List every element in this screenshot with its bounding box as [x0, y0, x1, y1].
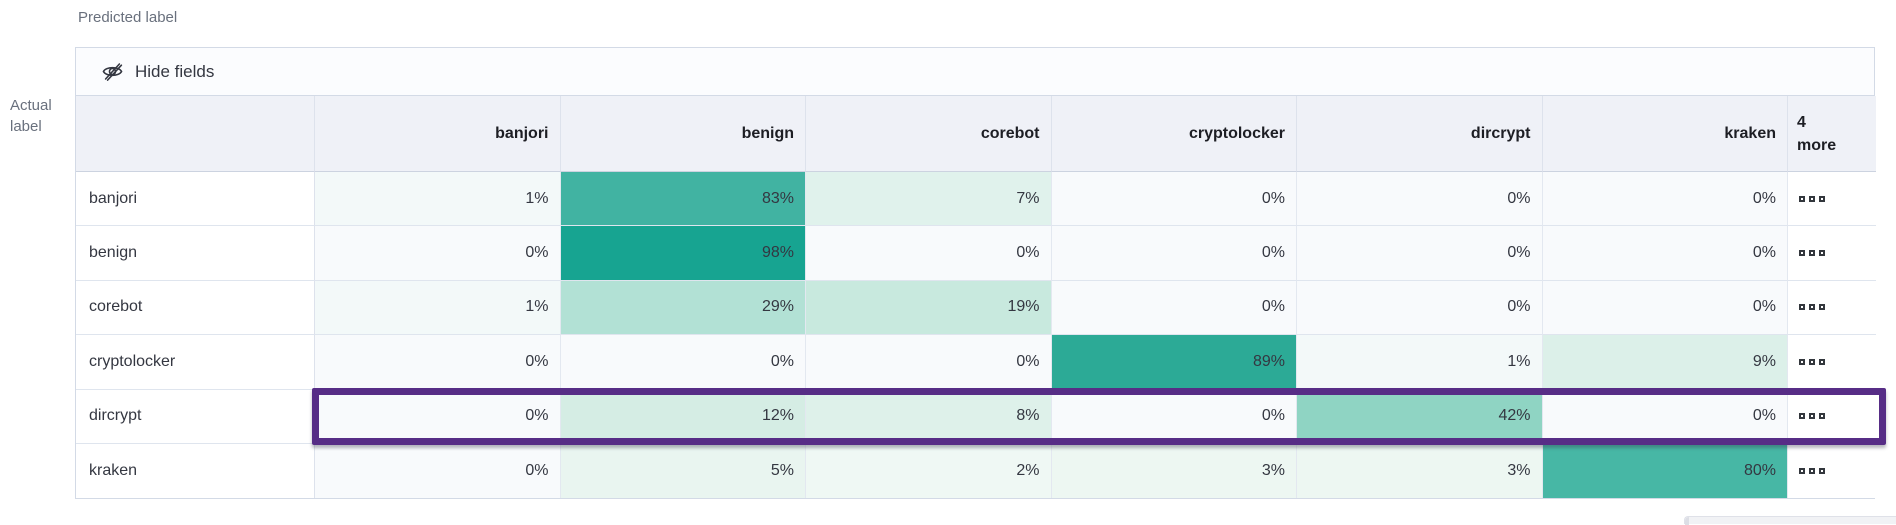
boxes-horizontal-icon	[1799, 413, 1805, 420]
cell-banjori-cryptolocker[interactable]: 0%	[1051, 172, 1297, 227]
matrix-grid: banjori benign corebot cryptolocker dircrypt…	[76, 96, 1876, 499]
cell-corebot-cryptolocker[interactable]: 0%	[1051, 280, 1297, 336]
horizontal-scrollbar[interactable]	[1684, 516, 1896, 525]
cell-corebot-kraken[interactable]: 0%	[1542, 280, 1788, 336]
cell-cryptolocker-dircrypt[interactable]: 1%	[1297, 335, 1543, 390]
more-label: more	[1797, 136, 1837, 154]
cell-benign-banjori[interactable]: 0%	[315, 226, 561, 281]
row-actions-cryptolocker[interactable]	[1788, 335, 1876, 390]
column-header-benign[interactable]: benign	[560, 96, 806, 172]
cell-kraken-banjori[interactable]: 0%	[315, 443, 561, 499]
cell-banjori-banjori[interactable]: 1%	[315, 172, 561, 227]
hide-fields-button[interactable]: Hide fields	[101, 60, 214, 83]
confusion-matrix-panel: Hide fields banjori benign corebot cryptolo…	[75, 47, 1876, 499]
row-actions-dircrypt[interactable]	[1788, 389, 1876, 444]
cell-kraken-kraken[interactable]: 80%	[1542, 443, 1788, 499]
row-actions-banjori[interactable]	[1788, 172, 1876, 227]
row-actions-kraken[interactable]	[1788, 443, 1876, 499]
boxes-horizontal-icon	[1799, 304, 1805, 311]
cell-benign-cryptolocker[interactable]: 0%	[1051, 226, 1297, 281]
cell-cryptolocker-banjori[interactable]: 0%	[315, 335, 561, 390]
cell-banjori-benign[interactable]: 83%	[560, 172, 806, 227]
cell-cryptolocker-corebot[interactable]: 0%	[806, 335, 1052, 390]
boxes-horizontal-icon	[1799, 250, 1805, 257]
boxes-horizontal-icon	[1819, 413, 1825, 420]
cell-kraken-cryptolocker[interactable]: 3%	[1051, 443, 1297, 499]
cell-dircrypt-cryptolocker[interactable]: 0%	[1051, 389, 1297, 444]
column-header-cryptolocker[interactable]: cryptolocker	[1051, 96, 1297, 172]
cell-dircrypt-dircrypt[interactable]: 42%	[1297, 389, 1543, 444]
boxes-horizontal-icon	[1819, 468, 1825, 475]
cell-kraken-benign[interactable]: 5%	[560, 443, 806, 499]
cell-dircrypt-banjori[interactable]: 0%	[315, 389, 561, 444]
row-label-corebot[interactable]: corebot	[76, 280, 315, 336]
column-header-banjori[interactable]: banjori	[315, 96, 561, 172]
boxes-horizontal-icon	[1819, 358, 1825, 365]
column-header-dircrypt[interactable]: dircrypt	[1297, 96, 1543, 172]
hide-fields-label: Hide fields	[135, 61, 215, 81]
boxes-horizontal-icon	[1819, 304, 1825, 311]
cell-corebot-dircrypt[interactable]: 0%	[1297, 280, 1543, 336]
grid-toolbar: Hide fields	[76, 48, 1874, 96]
cell-banjori-dircrypt[interactable]: 0%	[1297, 172, 1543, 227]
column-header-more[interactable]: 4 more	[1788, 96, 1876, 172]
cell-kraken-corebot[interactable]: 2%	[806, 443, 1052, 499]
boxes-horizontal-icon	[1799, 358, 1805, 365]
boxes-horizontal-icon	[1809, 250, 1815, 257]
row-label-benign[interactable]: benign	[76, 226, 315, 281]
row-actions-corebot[interactable]	[1788, 280, 1876, 336]
actual-axis-label-line1: Actual	[10, 97, 52, 114]
row-label-cryptolocker[interactable]: cryptolocker	[76, 335, 315, 390]
more-count: 4	[1797, 113, 1806, 131]
column-header-kraken[interactable]: kraken	[1542, 96, 1788, 172]
cell-banjori-kraken[interactable]: 0%	[1542, 172, 1788, 227]
corner-header-cell	[76, 96, 315, 172]
cell-benign-dircrypt[interactable]: 0%	[1297, 226, 1543, 281]
row-label-dircrypt[interactable]: dircrypt	[76, 389, 315, 444]
boxes-horizontal-icon	[1809, 358, 1815, 365]
cell-dircrypt-benign[interactable]: 12%	[560, 389, 806, 444]
boxes-horizontal-icon	[1809, 413, 1815, 420]
cell-cryptolocker-benign[interactable]: 0%	[560, 335, 806, 390]
cell-kraken-dircrypt[interactable]: 3%	[1297, 443, 1543, 499]
eye-closed-icon	[101, 60, 124, 83]
boxes-horizontal-icon	[1809, 195, 1815, 202]
cell-banjori-corebot[interactable]: 7%	[806, 172, 1052, 227]
row-actions-benign[interactable]	[1788, 226, 1876, 281]
cell-benign-benign[interactable]: 98%	[560, 226, 806, 281]
boxes-horizontal-icon	[1799, 195, 1805, 202]
column-header-corebot[interactable]: corebot	[806, 96, 1052, 172]
boxes-horizontal-icon	[1799, 468, 1805, 475]
cell-cryptolocker-cryptolocker[interactable]: 89%	[1051, 335, 1297, 390]
scrollbar-cap	[1685, 517, 1689, 525]
cell-dircrypt-kraken[interactable]: 0%	[1542, 389, 1788, 444]
row-label-kraken[interactable]: kraken	[76, 443, 315, 499]
boxes-horizontal-icon	[1809, 468, 1815, 475]
boxes-horizontal-icon	[1819, 250, 1825, 257]
row-label-banjori[interactable]: banjori	[76, 172, 315, 227]
predicted-axis-label: Predicted label	[78, 9, 178, 26]
cell-corebot-banjori[interactable]: 1%	[315, 280, 561, 336]
actual-axis-label: Actual label	[10, 95, 70, 137]
cell-benign-kraken[interactable]: 0%	[1542, 226, 1788, 281]
boxes-horizontal-icon	[1809, 304, 1815, 311]
cell-cryptolocker-kraken[interactable]: 9%	[1542, 335, 1788, 390]
cell-corebot-benign[interactable]: 29%	[560, 280, 806, 336]
boxes-horizontal-icon	[1819, 195, 1825, 202]
cell-corebot-corebot[interactable]: 19%	[806, 280, 1052, 336]
actual-axis-label-line2: label	[10, 118, 42, 135]
cell-benign-corebot[interactable]: 0%	[806, 226, 1052, 281]
cell-dircrypt-corebot[interactable]: 8%	[806, 389, 1052, 444]
